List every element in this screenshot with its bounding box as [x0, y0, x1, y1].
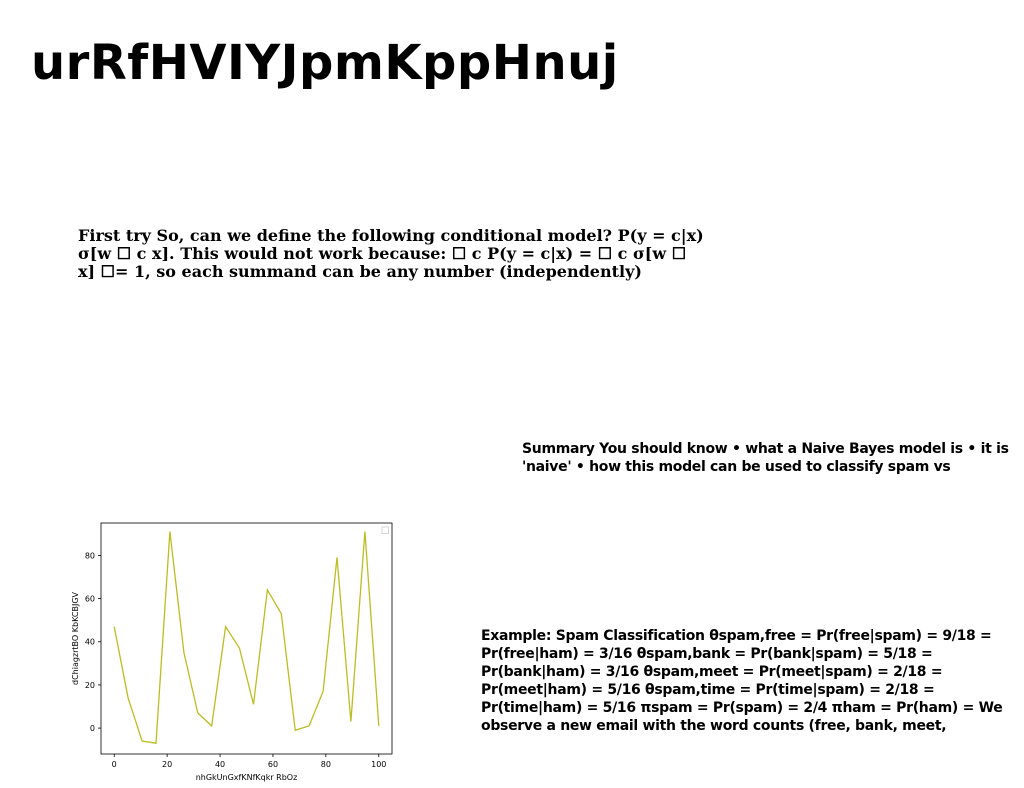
y-tick-label: 0 [90, 724, 95, 733]
y-axis-label: dChiagzrtBO KbKCBJGV [71, 591, 80, 685]
plot-area [100, 522, 393, 755]
x-tick-label: 20 [162, 760, 172, 769]
text-block-conditional-model: First try So, can we define the followin… [78, 226, 704, 281]
y-tick-label: 60 [85, 595, 95, 604]
y-axis-ticks: 0 20 40 60 80 [85, 551, 101, 733]
slide-title: urRfHVIYJpmKppHnuj [31, 35, 619, 91]
text-block-spam-example: Example: Spam Classification θspam,free … [481, 628, 1003, 734]
y-tick-label: 20 [85, 681, 95, 690]
y-tick-label: 40 [85, 638, 95, 647]
line-chart: 0 20 40 60 80 0 20 40 60 80 100 nhGkUnGxfKNfKqkr … [71, 522, 393, 782]
y-tick-label: 80 [85, 551, 95, 560]
x-axis-label: nhGkUnGxfKNfKqkr RbOz [196, 773, 298, 782]
x-tick-label: 100 [371, 760, 386, 769]
data-series-line [113, 531, 380, 744]
x-tick-label: 0 [112, 760, 117, 769]
legend-box [381, 526, 389, 534]
x-tick-label: 60 [268, 760, 278, 769]
x-axis-ticks: 0 20 40 60 80 100 [112, 754, 386, 769]
x-tick-label: 40 [215, 760, 225, 769]
text-block-summary: Summary You should know • what a Naive B… [522, 441, 1009, 475]
x-tick-label: 80 [321, 760, 331, 769]
